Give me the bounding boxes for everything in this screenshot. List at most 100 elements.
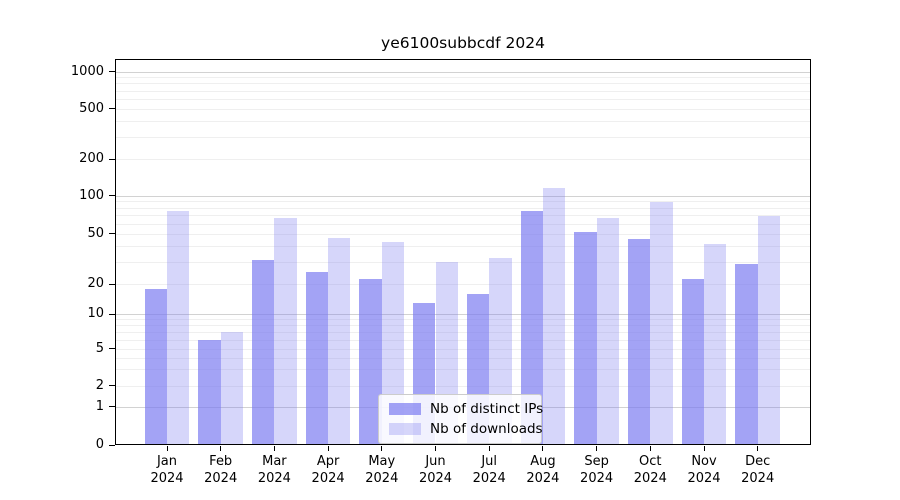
gridline-y-10	[116, 314, 810, 316]
x-tick-mark	[757, 446, 759, 451]
x-tick-mark	[649, 446, 651, 451]
gridline-y-100	[116, 195, 810, 197]
x-tick-label-apr: Apr 2024	[311, 454, 345, 486]
x-tick-mark	[542, 446, 544, 451]
x-tick-mark	[220, 446, 222, 451]
x-tick-mark	[596, 446, 598, 451]
bar-downloads-mar	[274, 218, 297, 444]
legend: Nb of distinct IPs Nb of downloads	[378, 394, 544, 444]
gridline-y-60	[116, 223, 810, 225]
bar-distinct-ips-may	[359, 278, 382, 444]
bar-downloads-aug	[542, 188, 566, 444]
x-tick-label-jul: Jul 2024	[472, 454, 506, 486]
y-tick-mark	[109, 385, 115, 386]
gridline-y-300	[116, 136, 810, 138]
y-tick-label: 1000	[70, 63, 104, 79]
x-tick-mark	[273, 446, 275, 451]
y-tick-label: 1	[95, 398, 104, 414]
y-tick-mark	[109, 158, 115, 160]
gridline-y-900	[116, 77, 810, 79]
gridline-y-5	[116, 348, 810, 350]
x-tick-label-oct: Oct 2024	[633, 454, 667, 486]
x-tick-label-sep: Sep 2024	[580, 454, 614, 486]
bar-distinct-ips-jan	[144, 288, 167, 444]
bar-downloads-jan	[167, 211, 190, 444]
bar-distinct-ips-oct	[627, 239, 651, 444]
x-tick-mark	[327, 446, 329, 451]
gridline-y-8	[116, 325, 810, 327]
gridline-y-800	[116, 83, 810, 85]
y-tick-mark	[109, 313, 115, 315]
bar-downloads-apr	[328, 238, 351, 444]
y-tick-mark	[109, 406, 115, 407]
y-tick-label: 100	[79, 187, 104, 203]
legend-label-distinct-ips: Nb of distinct IPs	[430, 400, 544, 417]
y-tick-label: 20	[87, 276, 104, 291]
gridline-y-9	[116, 319, 810, 321]
x-tick-mark	[435, 446, 436, 451]
gridline-y-50	[116, 233, 810, 235]
chart-title: ye6100subbcdf 2024	[381, 34, 545, 52]
gridline-y-70	[116, 215, 810, 217]
gridline-y-1000	[116, 71, 810, 73]
x-tick-label-jun: Jun 2024	[418, 454, 453, 486]
y-tick-mark	[109, 233, 115, 234]
y-tick-mark	[109, 195, 115, 197]
x-tick-mark	[703, 446, 705, 451]
bar-distinct-ips-sep	[574, 232, 597, 444]
y-tick-label: 10	[87, 306, 104, 322]
y-tick-mark	[109, 108, 115, 109]
x-tick-label-dec: Dec 2024	[741, 454, 775, 486]
bar-downloads-oct	[650, 202, 673, 444]
x-tick-label-nov: Nov 2024	[687, 454, 721, 486]
gridline-y-2	[116, 385, 810, 387]
gridline-y-40	[116, 245, 810, 247]
bar-downloads-may	[381, 241, 405, 444]
y-tick-label: 500	[79, 100, 104, 116]
gridline-y-400	[116, 120, 810, 122]
x-tick-label-feb: Feb 2024	[204, 454, 238, 486]
bar-downloads-nov	[704, 244, 727, 444]
x-tick-label-jan: Jan 2024	[150, 454, 184, 486]
y-tick-label: 5	[95, 340, 104, 356]
legend-item-distinct-ips: Nb of distinct IPs	[389, 400, 544, 417]
gridline-y-4	[116, 357, 810, 359]
y-tick-label: 200	[79, 151, 104, 166]
bar-distinct-ips-apr	[305, 271, 329, 444]
legend-item-downloads: Nb of downloads	[389, 420, 543, 437]
y-tick-mark	[109, 71, 115, 72]
y-tick-label: 2	[95, 377, 104, 393]
bar-downloads-feb	[220, 331, 244, 444]
bar-distinct-ips-aug	[520, 210, 543, 444]
gridline-y-6	[116, 339, 810, 341]
y-tick-label: 50	[87, 225, 104, 241]
gridline-y-80	[116, 207, 810, 209]
plot-area: Nb of distinct IPs Nb of downloads	[115, 59, 811, 445]
x-tick-label-mar: Mar 2024	[257, 454, 291, 486]
gridline-y-600	[116, 98, 810, 100]
bar-distinct-ips-dec	[735, 263, 758, 444]
x-tick-label-aug: Aug 2024	[526, 454, 560, 486]
legend-label-downloads: Nb of downloads	[430, 420, 543, 437]
y-tick-label: 0	[95, 437, 104, 452]
bar-downloads-sep	[596, 218, 619, 444]
gridline-y-200	[116, 159, 810, 160]
gridline-y-90	[116, 201, 810, 203]
x-tick-mark	[166, 446, 168, 451]
gridline-y-500	[116, 108, 810, 110]
y-tick-mark	[109, 348, 115, 349]
bar-distinct-ips-nov	[681, 278, 704, 444]
gridline-y-3	[116, 369, 810, 371]
y-tick-mark	[109, 444, 115, 446]
x-tick-mark	[381, 446, 383, 451]
legend-swatch-downloads	[389, 422, 421, 435]
x-tick-label-may: May 2024	[365, 454, 399, 486]
x-tick-mark	[488, 446, 490, 451]
gridline-y-700	[116, 90, 810, 92]
legend-swatch-ips	[389, 402, 421, 415]
bar-distinct-ips-mar	[252, 259, 275, 444]
bar-downloads-dec	[757, 215, 781, 444]
gridline-y-7	[116, 331, 810, 333]
y-tick-mark	[109, 283, 115, 285]
